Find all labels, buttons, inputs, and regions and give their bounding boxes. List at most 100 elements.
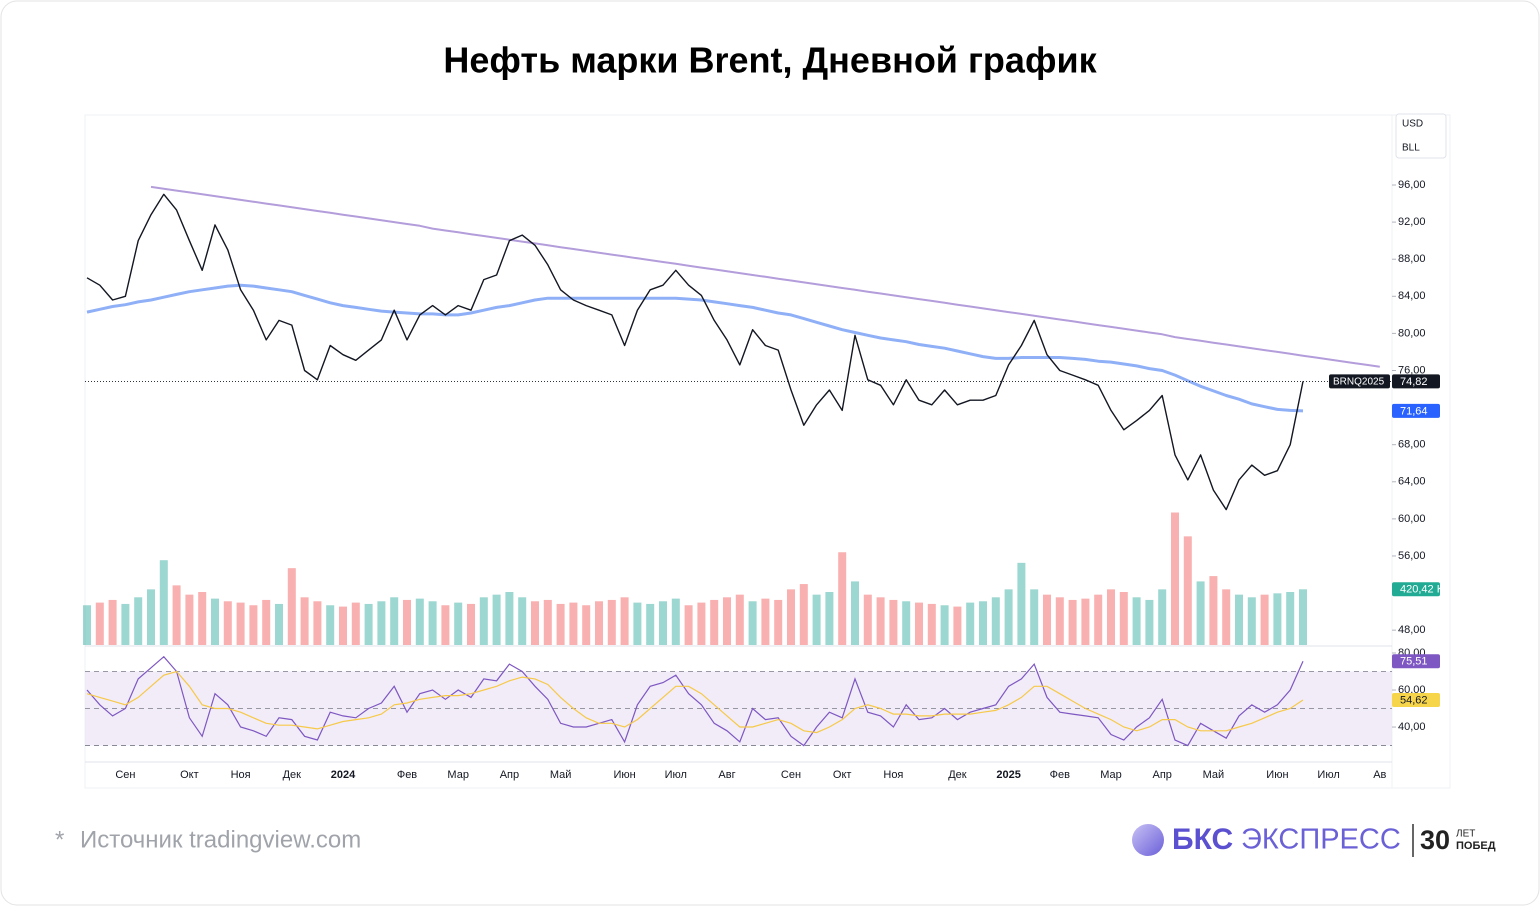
x-tick-label: Апр [500, 769, 519, 781]
volume-bar [620, 597, 629, 645]
rsi-line [86, 670, 1304, 734]
volume-bar [403, 599, 411, 645]
volume-bar [351, 602, 360, 645]
volume-bar [479, 597, 488, 645]
volume-bar [889, 599, 898, 645]
volume-bar [339, 606, 347, 645]
y-tick-label: 48,00 [1398, 624, 1426, 636]
volume-bar [1055, 597, 1064, 645]
x-tick-label: Окт [180, 769, 199, 781]
volume-bar [595, 601, 603, 645]
volume-bar [467, 603, 475, 645]
volume-bar [211, 598, 219, 645]
volume-bar [326, 605, 335, 645]
volume-bar [1299, 589, 1307, 645]
y-tick-label: 60,00 [1398, 513, 1426, 525]
x-tick-label: Июл [665, 769, 687, 781]
x-tick-label: Авг [718, 769, 735, 781]
volume-bar [863, 594, 872, 645]
volume-bar [556, 603, 565, 645]
x-tick-label: Ноя [231, 769, 251, 781]
logo-anniversary-bottom: ПОБЕД [1456, 840, 1496, 852]
x-tick-label: Ноя [883, 769, 903, 781]
x-tick-label: Апр [1152, 769, 1171, 781]
x-tick-label: 2025 [996, 769, 1020, 781]
volume-bar [1209, 576, 1218, 645]
volume-bar [1260, 594, 1269, 645]
volume-bar [364, 603, 373, 645]
rsi-tick-label: 60,00 [1398, 684, 1426, 696]
volume-bar [633, 602, 642, 645]
volume-bar [262, 599, 271, 645]
volume-bar [735, 594, 744, 645]
volume-bar [300, 597, 309, 645]
moving-average [86, 283, 1304, 413]
volume-bar [1145, 599, 1154, 645]
volume-bar [979, 601, 987, 645]
logo-anniversary-top: ЛЕТ [1456, 829, 1475, 840]
x-tick-label: Дек [948, 769, 967, 781]
volume-bar [825, 592, 834, 645]
rsi-tick-label: 40,00 [1398, 721, 1426, 733]
volume-bar [748, 601, 757, 645]
volume-bar [799, 584, 808, 645]
y-tick-label: 80,00 [1398, 327, 1426, 339]
x-tick-label: Фев [397, 769, 417, 781]
x-tick-label: Мар [1100, 769, 1122, 781]
plot: 96,00 92,00 88,00 84,00 80,00 76,00 68,00 64,00… [83, 179, 1445, 781]
volume-bar [518, 597, 527, 645]
series-name: BRNQ2025 [1333, 377, 1385, 388]
logo-orb [1132, 824, 1164, 856]
footnote-marker: * [55, 826, 64, 853]
volume-bar [940, 605, 949, 645]
value-box [1392, 374, 1440, 389]
value-box [1392, 654, 1440, 669]
volume-bar [505, 592, 514, 645]
currency-box [1395, 113, 1447, 159]
volume-bar [1132, 597, 1141, 645]
logo-brand: БКС [1172, 823, 1233, 856]
volume-bar [1235, 594, 1243, 645]
volume-bar [1171, 512, 1179, 645]
volume-bar [774, 599, 783, 645]
volume-bar [915, 602, 923, 645]
series-name-box [1329, 374, 1390, 389]
volume-bar [159, 560, 168, 645]
volume-bar [492, 594, 501, 645]
volume-bar [83, 605, 91, 645]
volume-bar [1247, 597, 1256, 645]
volume-bar [1030, 589, 1039, 645]
x-tick-label: Мар [447, 769, 469, 781]
volume-bar [1286, 592, 1295, 645]
price-line [86, 193, 1304, 511]
volume-bar [531, 601, 539, 645]
volume-bar [236, 602, 245, 645]
value-box [1392, 403, 1440, 418]
volume-bar [1068, 599, 1077, 645]
plot-frame [84, 114, 1451, 789]
volume-bar [812, 594, 821, 645]
volume-bar [710, 599, 719, 645]
volume-bar [1094, 594, 1103, 645]
volume-bar [121, 603, 130, 645]
unit: BLL [1402, 143, 1420, 154]
value-box-label: 74,82 [1400, 376, 1428, 388]
chart-title: Нефть марки Brent, Дневной график [443, 40, 1097, 81]
rsi-line [86, 655, 1304, 747]
volume-bar [390, 597, 399, 645]
volume-bar [1196, 581, 1205, 645]
x-tick-label: Май [550, 769, 572, 781]
y-tick-label: 76,00 [1398, 364, 1426, 376]
y-tick-label: 96,00 [1398, 179, 1426, 191]
y-tick-label: 92,00 [1398, 216, 1426, 228]
volume-bar [569, 602, 578, 645]
x-tick-label: Сен [781, 769, 801, 781]
volume-bar [1004, 589, 1013, 645]
volume-bar [108, 599, 117, 645]
y-tick-label: 88,00 [1398, 253, 1426, 265]
x-tick-label: Июн [613, 769, 635, 781]
x-tick-label: Ав [1373, 769, 1386, 781]
volume-bar [851, 581, 859, 645]
volume-bar [876, 597, 885, 645]
